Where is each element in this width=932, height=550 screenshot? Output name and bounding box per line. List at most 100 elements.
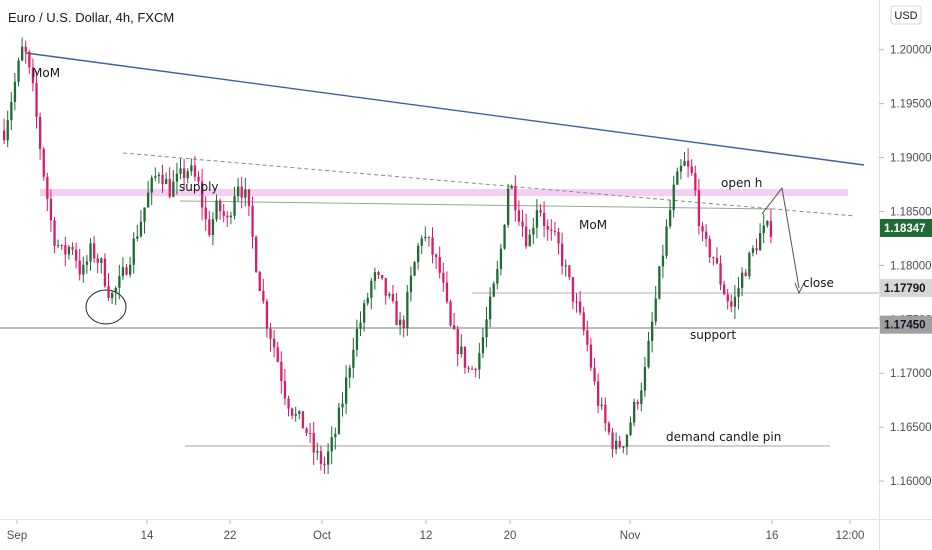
price-tags: 1.18347 1.17790 1.17450 bbox=[880, 218, 932, 334]
candle-body bbox=[24, 46, 27, 52]
supply-line[interactable] bbox=[179, 200, 771, 210]
candle bbox=[460, 334, 463, 358]
candle bbox=[330, 426, 333, 465]
candle bbox=[435, 253, 438, 269]
candle-body bbox=[705, 231, 708, 239]
candle bbox=[665, 219, 668, 259]
candle-body bbox=[348, 367, 351, 378]
candle-body bbox=[517, 210, 521, 222]
resistance-zone[interactable] bbox=[40, 189, 848, 196]
candle bbox=[654, 285, 657, 326]
candle-body bbox=[193, 165, 197, 177]
candle-body bbox=[363, 303, 366, 323]
candle bbox=[521, 209, 524, 237]
candle bbox=[769, 208, 773, 244]
candle-body bbox=[730, 301, 733, 307]
candle-body bbox=[219, 200, 222, 212]
currency-badge[interactable] bbox=[890, 5, 922, 25]
candle bbox=[255, 235, 258, 273]
candle-body bbox=[154, 176, 157, 178]
candle bbox=[85, 255, 89, 274]
candle-body bbox=[46, 176, 49, 199]
descending-trendline[interactable] bbox=[25, 52, 865, 166]
candle bbox=[100, 257, 103, 274]
y-tick-label: 1.18000 bbox=[890, 260, 932, 272]
candle-body bbox=[460, 346, 463, 355]
candle bbox=[492, 281, 495, 298]
candle-body bbox=[751, 248, 755, 253]
candle-body bbox=[305, 428, 308, 433]
candle bbox=[575, 293, 578, 313]
candle bbox=[388, 291, 391, 299]
candle bbox=[453, 312, 456, 330]
candle-body bbox=[229, 215, 233, 218]
candle-body bbox=[553, 230, 557, 232]
candle-body bbox=[244, 189, 247, 198]
candle-body bbox=[575, 301, 578, 303]
candle bbox=[147, 180, 150, 208]
candle bbox=[28, 50, 31, 74]
candle bbox=[687, 148, 690, 178]
candle bbox=[478, 342, 481, 379]
candle bbox=[636, 399, 639, 410]
price-tag bbox=[880, 279, 932, 298]
candle bbox=[154, 167, 157, 182]
chart-title: Euro / U.S. Dollar, 4h, FXCM bbox=[8, 10, 174, 25]
candle bbox=[618, 435, 621, 449]
candle-body bbox=[21, 46, 24, 61]
candle bbox=[517, 200, 521, 226]
candle-body bbox=[395, 301, 398, 326]
candle-body bbox=[287, 398, 290, 409]
price-axis[interactable]: 1.200001.195001.190001.185001.180001.175… bbox=[879, 45, 932, 488]
candle bbox=[514, 175, 517, 222]
candle bbox=[751, 245, 755, 257]
candle-body bbox=[139, 221, 143, 237]
candle-body bbox=[521, 221, 524, 227]
candle bbox=[615, 432, 618, 455]
y-tick-label: 1.19000 bbox=[890, 153, 932, 165]
candle bbox=[539, 204, 542, 217]
candle-body bbox=[586, 330, 589, 345]
candle bbox=[211, 212, 215, 246]
candle bbox=[499, 243, 503, 276]
candle bbox=[301, 411, 305, 429]
candle bbox=[294, 406, 297, 422]
candle bbox=[427, 236, 431, 247]
annotation-mom-2: MoM bbox=[579, 218, 607, 232]
candle-body bbox=[445, 282, 449, 302]
candle-body bbox=[78, 260, 81, 275]
highlight-circle[interactable] bbox=[85, 289, 127, 325]
candle-body bbox=[417, 245, 420, 263]
candle-body bbox=[208, 219, 211, 236]
candle-body bbox=[114, 287, 117, 294]
time-axis[interactable]: Sep 14 22 Oct 12 20 Nov 16 12:00 bbox=[7, 520, 865, 542]
candle bbox=[233, 186, 236, 220]
candle-body bbox=[183, 168, 186, 179]
y-tick-label: 1.20000 bbox=[890, 45, 932, 57]
projection-path[interactable] bbox=[761, 186, 800, 289]
candle bbox=[186, 168, 189, 184]
candle bbox=[107, 273, 110, 301]
candle-body bbox=[129, 264, 132, 275]
candle bbox=[89, 238, 92, 271]
candle bbox=[496, 260, 499, 290]
candle-body bbox=[323, 463, 326, 465]
candle-body bbox=[474, 368, 477, 370]
candle-body bbox=[280, 361, 283, 381]
dashed-trendline[interactable] bbox=[122, 152, 856, 217]
candle-body bbox=[557, 231, 560, 244]
candle-body bbox=[42, 148, 45, 177]
candle bbox=[193, 155, 197, 181]
x-tick-label: 14 bbox=[141, 530, 154, 542]
candle-body bbox=[211, 219, 215, 236]
candle-body bbox=[694, 173, 697, 191]
candle-body bbox=[690, 166, 693, 174]
annotation-mom-1: MoM bbox=[32, 66, 60, 80]
candle-body bbox=[67, 247, 71, 255]
candle-body bbox=[438, 256, 441, 273]
candle-body bbox=[600, 404, 603, 406]
candle-body bbox=[456, 329, 459, 355]
candle bbox=[251, 196, 254, 249]
candle bbox=[319, 445, 323, 471]
